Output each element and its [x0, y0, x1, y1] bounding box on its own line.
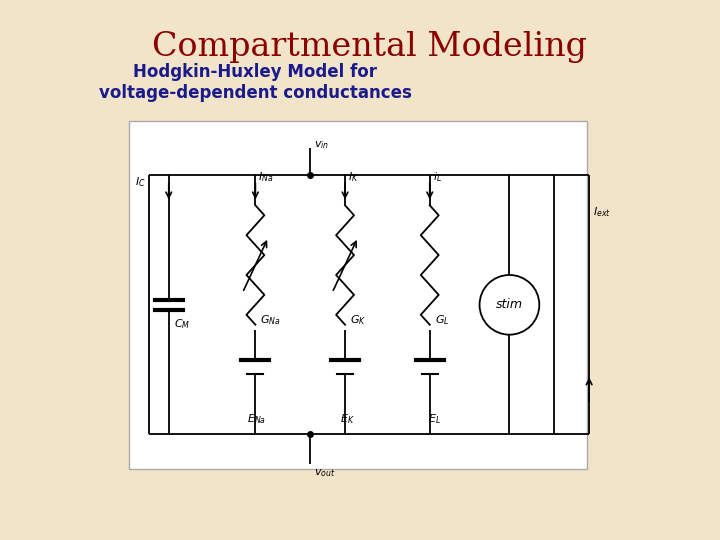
Text: $I_{ext}$: $I_{ext}$: [593, 205, 611, 219]
Text: $C_M$: $C_M$: [174, 316, 190, 330]
Text: $I_K$: $I_K$: [348, 171, 359, 184]
Text: $I_C$: $I_C$: [135, 176, 145, 189]
Text: $I_{Na}$: $I_{Na}$: [258, 171, 274, 184]
Text: stim: stim: [496, 298, 523, 312]
Text: Hodgkin-Huxley Model for
voltage-dependent conductances: Hodgkin-Huxley Model for voltage-depende…: [99, 63, 412, 102]
Bar: [129, 121, 587, 469]
Text: $E_{Na}$: $E_{Na}$: [248, 412, 266, 426]
Text: $G_L$: $G_L$: [435, 313, 449, 327]
Text: Compartmental Modeling: Compartmental Modeling: [153, 31, 588, 63]
Text: $v_{out}$: $v_{out}$: [314, 467, 336, 479]
Text: $v_{in}$: $v_{in}$: [314, 140, 329, 152]
Text: $E_K$: $E_K$: [340, 412, 355, 426]
Text: $E_L$: $E_L$: [428, 412, 441, 426]
Text: $G_K$: $G_K$: [350, 313, 366, 327]
Text: $G_{Na}$: $G_{Na}$: [261, 313, 281, 327]
Text: $i_L$: $i_L$: [433, 171, 441, 184]
